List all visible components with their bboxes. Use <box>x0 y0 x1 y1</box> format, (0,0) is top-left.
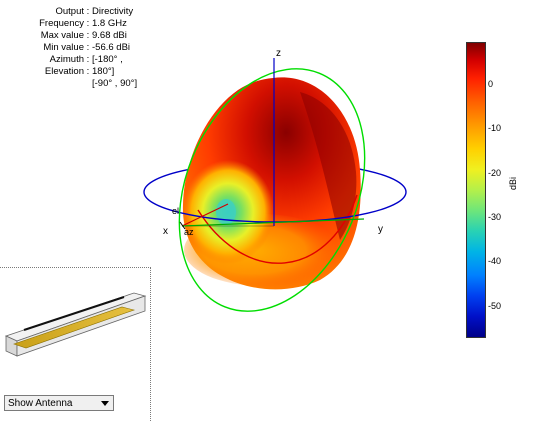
colorbar-tick-label: -50 <box>488 300 502 311</box>
antenna-preview-icon <box>4 292 147 357</box>
x-axis-line <box>181 203 229 227</box>
y-axis-label: y <box>378 224 383 235</box>
info-max: Max value:9.68 dBi <box>40 30 127 41</box>
info-elevation: Elevation:180°] <box>44 66 115 77</box>
info-elevation-range: [-90° , 90°] <box>92 78 138 89</box>
x-axis-label: x <box>163 226 168 237</box>
pattern-info: Output: Directivity Frequency:1.8 GHz Max… <box>0 6 137 90</box>
xz-plane-circle-front <box>197 194 358 264</box>
info-azimuth: Azimuth: [-180° , <box>49 54 123 65</box>
chevron-down-icon[interactable] <box>101 400 109 406</box>
colorbar-tick-label: -30 <box>488 212 502 222</box>
colorbar-tick-label: -40 <box>488 256 502 267</box>
el-label: el <box>172 206 179 216</box>
colorbar <box>466 42 486 338</box>
info-frequency: Frequency:1.8 GHz <box>39 18 127 29</box>
colorbar-tick-label: -10 <box>488 123 502 134</box>
info-min: Min value: -56.6 dBi <box>43 42 131 53</box>
info-output: Output: Directivity <box>55 6 134 17</box>
lobe-rim <box>300 92 357 240</box>
show-antenna-dropdown[interactable]: Show Antenna <box>4 395 114 411</box>
z-axis-label: z <box>276 48 281 59</box>
colorbar-tick-label: -20 <box>488 167 502 178</box>
dropdown-value: Show Antenna <box>8 397 73 409</box>
yz-plane-circle <box>178 68 366 312</box>
az-label: az <box>184 227 194 237</box>
colorbar-unit-label: dBi <box>508 176 518 190</box>
colorbar-tick-label: 0 <box>488 78 494 89</box>
origin-marker <box>179 221 186 230</box>
y-axis-line <box>181 218 365 227</box>
antenna-preview-panel <box>0 267 151 421</box>
null-center <box>216 199 236 225</box>
